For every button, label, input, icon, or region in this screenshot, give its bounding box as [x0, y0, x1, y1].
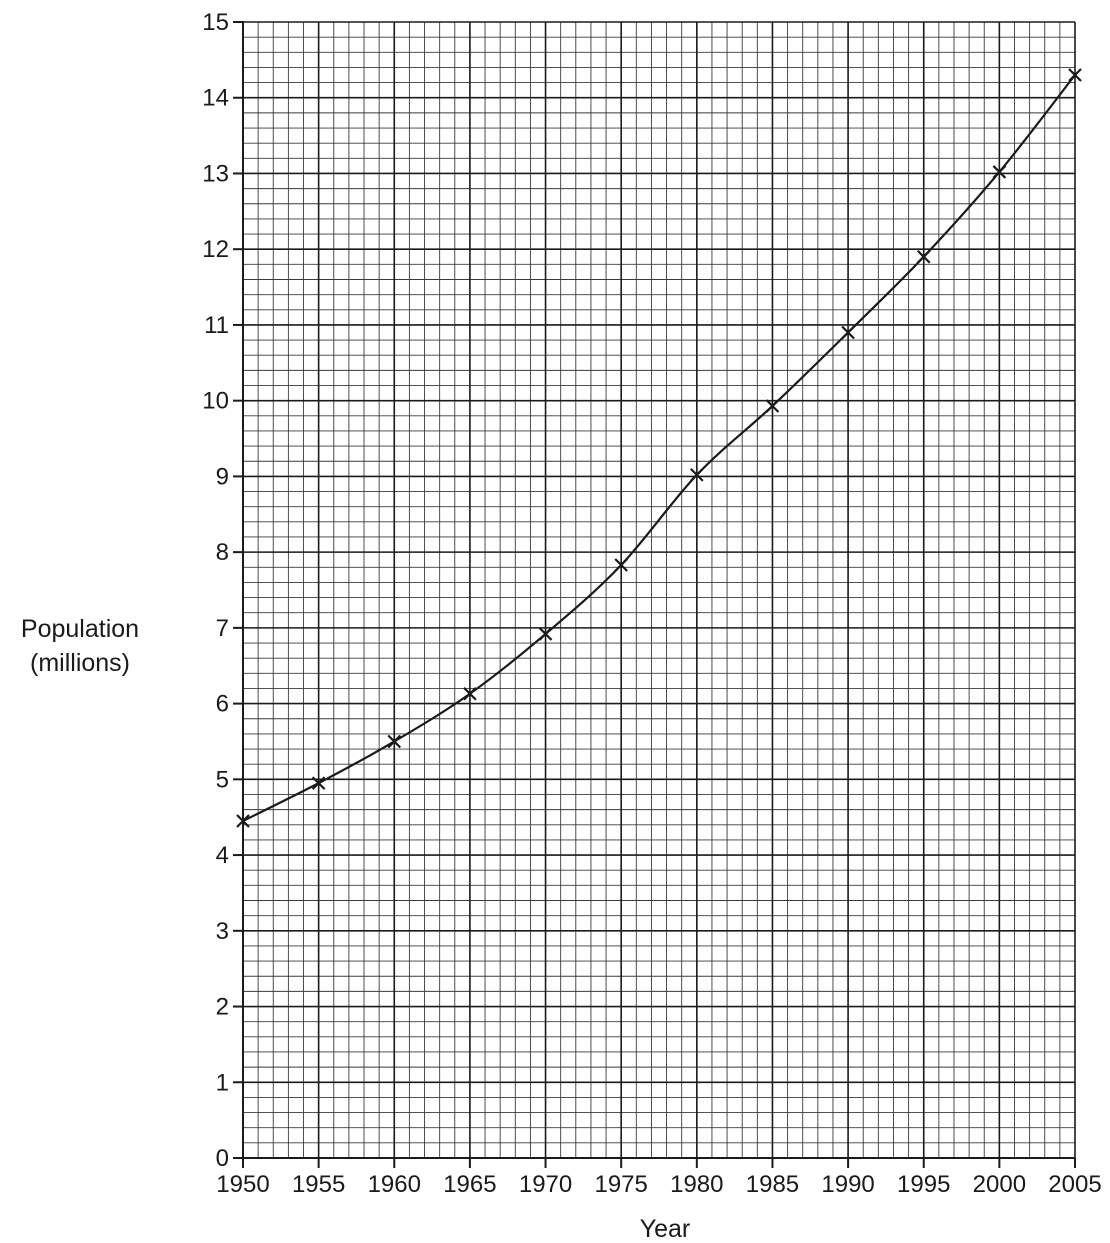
marker-stroke — [387, 734, 402, 749]
data-point-marker — [614, 558, 628, 572]
y-tick-label: 11 — [204, 312, 229, 339]
data-point-marker — [992, 165, 1007, 179]
marker-stroke — [1068, 68, 1082, 82]
data-point-marker — [841, 325, 855, 340]
data-point-marker — [1068, 68, 1082, 82]
series-layer — [242, 74, 1076, 822]
marker-stroke — [765, 399, 780, 413]
y-tick-label: 1 — [216, 1069, 229, 1096]
series-line — [242, 74, 1076, 822]
x-tick-label: 2000 — [973, 1171, 1026, 1198]
marker-stroke — [614, 558, 628, 572]
marker-stroke — [916, 249, 931, 264]
data-point-marker — [236, 814, 250, 828]
y-tick-label: 0 — [216, 1145, 229, 1172]
x-tick-label: 1970 — [519, 1171, 572, 1198]
data-point-marker — [538, 627, 553, 641]
x-tick-label: 1960 — [368, 1171, 421, 1198]
y-tick-label: 8 — [216, 539, 229, 566]
data-point-marker — [387, 734, 402, 749]
x-axis-ticks: 1950 1955 1960 1965 1970 1975 1980 1985 1990 1995… — [216, 1158, 1102, 1198]
marker-stroke — [311, 776, 326, 790]
y-tick-label: 5 — [216, 766, 229, 793]
x-tick-label: 1985 — [746, 1171, 799, 1198]
x-axis-title: Year — [640, 1215, 691, 1243]
y-tick-label: 6 — [216, 691, 229, 718]
marker-stroke — [841, 325, 855, 340]
axes — [233, 21, 1075, 1168]
markers-layer — [236, 68, 1082, 828]
data-point-marker — [311, 776, 326, 790]
x-tick-label: 1965 — [443, 1171, 496, 1198]
y-axis-title-line-1: Population — [21, 615, 139, 643]
major-grid — [242, 21, 1076, 1159]
y-tick-label: 4 — [216, 842, 229, 869]
marker-stroke — [236, 814, 250, 828]
y-tick-label: 7 — [216, 615, 229, 642]
y-tick-label: 3 — [216, 918, 229, 945]
x-tick-label: 1990 — [821, 1171, 874, 1198]
data-point-marker — [765, 399, 780, 413]
y-tick-label: 13 — [202, 160, 229, 187]
marker-stroke — [992, 165, 1007, 179]
x-tick-label: 1995 — [897, 1171, 950, 1198]
y-tick-label: 2 — [216, 994, 229, 1021]
marker-stroke — [538, 627, 553, 641]
data-point-marker — [916, 249, 931, 264]
x-tick-label: 1955 — [292, 1171, 345, 1198]
y-tick-label: 12 — [202, 236, 229, 263]
x-tick-label: 1975 — [594, 1171, 647, 1198]
x-tick-label: 1950 — [216, 1171, 269, 1198]
x-tick-label: 1980 — [670, 1171, 723, 1198]
x-tick-label: 2005 — [1048, 1171, 1101, 1198]
y-tick-label: 15 — [202, 9, 229, 36]
y-tick-label: 9 — [216, 463, 229, 490]
marker-stroke — [690, 468, 704, 482]
data-point-marker — [690, 468, 704, 482]
minor-grid — [243, 22, 1075, 1158]
data-point-marker — [463, 686, 477, 701]
y-axis-title-line-2: (millions) — [30, 649, 130, 677]
y-tick-label: 14 — [202, 85, 229, 112]
marker-stroke — [463, 686, 477, 701]
y-tick-label: 10 — [202, 388, 229, 415]
